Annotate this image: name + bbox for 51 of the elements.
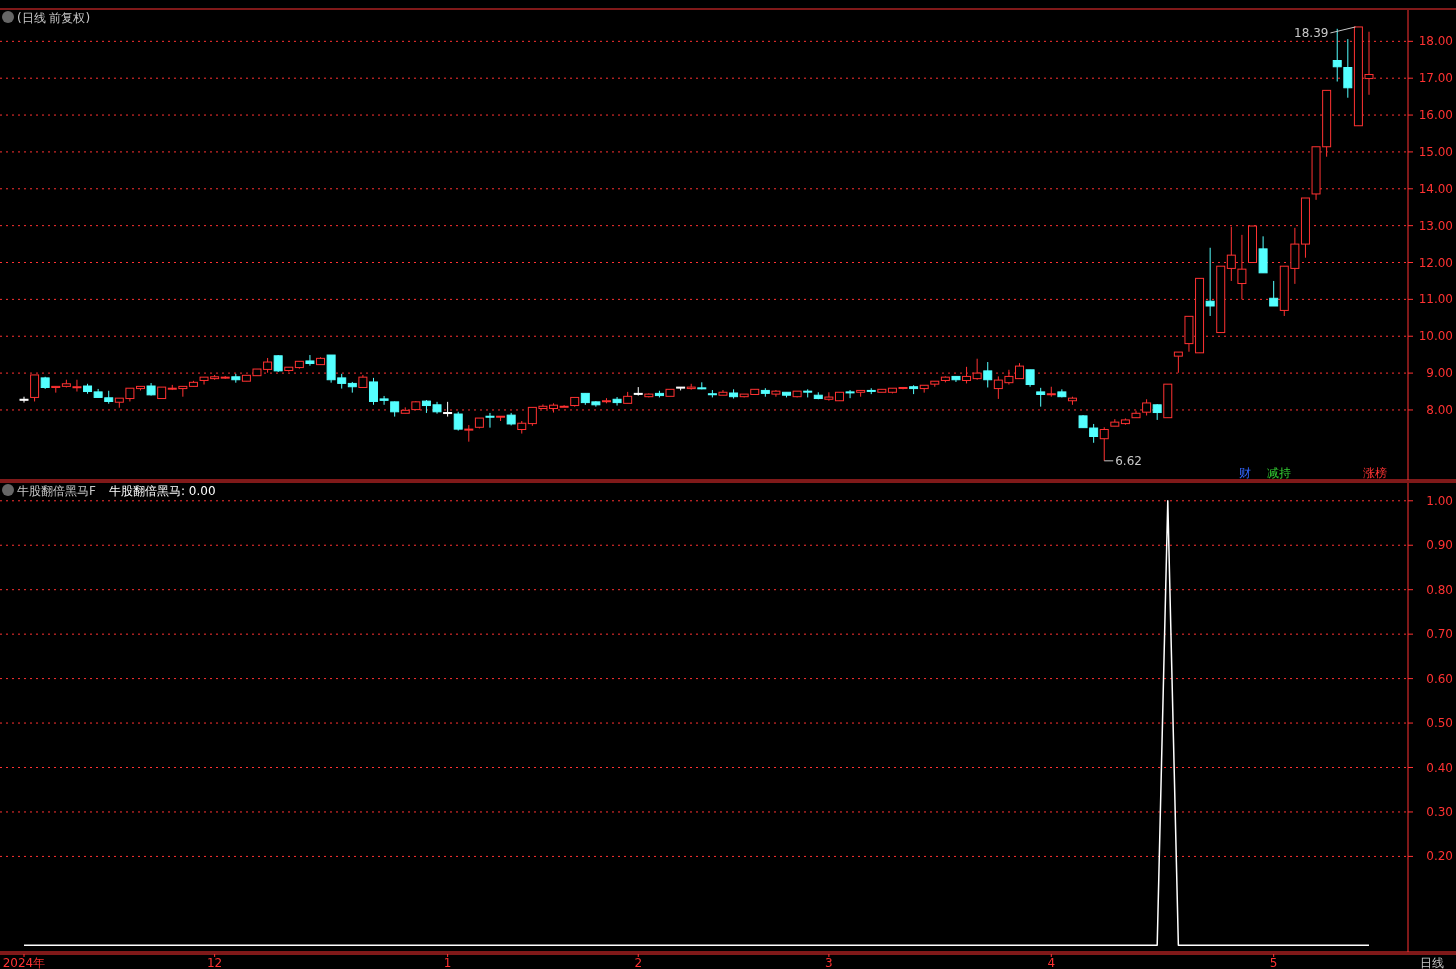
y-tick-label: 0.60	[1426, 671, 1453, 686]
y-tick-label: 9.00	[1426, 366, 1453, 381]
y-tick-label: 11.00	[1418, 292, 1453, 307]
annotation: : 0.00	[181, 484, 216, 498]
text: 牛股翻倍黑马	[109, 484, 181, 498]
y-tick-label: 15.00	[1418, 144, 1453, 159]
y-tick-label: 10.00	[1418, 329, 1453, 344]
y-tick-label: 0.50	[1426, 716, 1453, 731]
y-tick-label: 0.70	[1426, 627, 1453, 642]
y-tick-label: 8.00	[1426, 402, 1453, 417]
candlestick	[453, 411, 463, 432]
y-tick-label: 13.00	[1418, 218, 1453, 233]
x-tick-label: 2024年	[2, 956, 46, 969]
candlestick	[19, 396, 29, 404]
y-tick-label: 1.00	[1426, 493, 1453, 508]
candlestick	[1099, 426, 1109, 462]
chart-title: (日线 前复权)	[17, 11, 91, 25]
y-tick-label: 0.40	[1426, 760, 1453, 775]
annotation: 6.62	[1115, 453, 1142, 468]
candlestick	[1332, 28, 1342, 83]
annotation: 财	[1239, 466, 1251, 480]
y-tick-label: 17.00	[1418, 71, 1453, 86]
x-tick-label: 4	[1047, 956, 1056, 969]
candlestick	[1205, 247, 1215, 317]
y-tick-label: 18.00	[1418, 34, 1453, 49]
candlestick	[305, 354, 315, 367]
annotation: 18.39	[1294, 25, 1329, 40]
y-tick-label: 14.00	[1418, 181, 1453, 196]
candlestick	[1343, 38, 1353, 99]
x-tick-label: 3	[825, 956, 833, 969]
candlestick	[485, 412, 495, 429]
y-tick-label: 12.00	[1418, 255, 1453, 270]
y-tick-label: 0.80	[1426, 582, 1453, 597]
annotation: 减持	[1267, 466, 1291, 480]
y-tick-label: 16.00	[1418, 108, 1453, 123]
candlestick	[845, 389, 855, 399]
candlestick	[1258, 235, 1268, 274]
y-tick-label: 0.30	[1426, 804, 1453, 819]
x-tick-label: 5	[1269, 956, 1278, 969]
candlestick	[983, 361, 993, 388]
chart-title: 牛股翻倍黑马F	[17, 484, 96, 498]
candlestick	[1269, 280, 1279, 307]
text: 日线	[1420, 956, 1444, 969]
x-tick-label: 12	[206, 956, 223, 969]
x-tick-label: 1	[443, 956, 452, 969]
annotation: 涨榜	[1363, 466, 1387, 480]
x-tick-label: 2	[634, 956, 643, 969]
y-tick-label: 0.90	[1426, 538, 1453, 553]
candlestick	[1036, 387, 1046, 408]
candlestick	[612, 396, 622, 407]
y-tick-label: 0.20	[1426, 849, 1453, 864]
